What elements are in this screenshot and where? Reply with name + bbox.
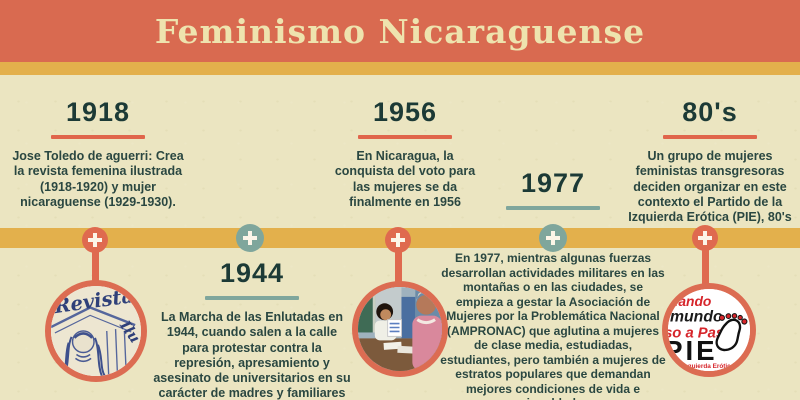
entry-text-1977: En 1977, mientras algunas fuerzas desarr…: [440, 251, 666, 400]
entry-text-block-1977: En 1977, mientras algunas fuerzas desarr…: [439, 251, 667, 400]
entry-year-1944: 1944: [219, 258, 285, 288]
plus-icon: [692, 225, 718, 251]
entry-year-80s: 80's: [682, 97, 738, 127]
year-underline-1956: [358, 135, 452, 139]
pie-logo-line1: biando: [668, 293, 711, 309]
plus-icon: [539, 224, 567, 252]
header-gold-stripe: [0, 62, 800, 75]
entry-text-1944: La Marcha de las Enlutadas en 1944, cuan…: [153, 310, 351, 400]
timeline-marker-1944: [236, 224, 264, 252]
year-underline-1977: [506, 206, 600, 210]
timeline-marker-1918: [82, 227, 108, 253]
pie-logo-illustration: biando mundo so a Paso PIE Izquierda Eró…: [668, 289, 750, 371]
marker-stem-1918: [92, 248, 99, 284]
year-underline-80s: [663, 135, 757, 139]
year-underline-1918: [51, 135, 145, 139]
entry-text-80s: Un grupo de mujeres feministas transgres…: [628, 149, 792, 224]
entry-year-1977: 1977: [520, 168, 586, 198]
revista-cover-illustration: Revista Ilu: [51, 286, 141, 376]
timeline-marker-1977: [539, 224, 567, 252]
year-underline-1944: [205, 296, 299, 300]
timeline-marker-1956: [385, 227, 411, 253]
footprint-icon: [715, 313, 748, 352]
entry-text-1918: Jose Toledo de aguerri: Crea la revista …: [12, 149, 184, 209]
marker-stem-1956: [395, 248, 402, 285]
timeline-marker-80s: [692, 225, 718, 251]
timeline-entry-80s: 80's Un grupo de mujeres feministas tran…: [618, 97, 800, 225]
marker-stem-80s: [702, 248, 709, 287]
timeline-entry-1944: 1944 La Marcha de las Enlutadas en 1944,…: [152, 258, 352, 400]
page-title: Feminismo Nicaraguense: [154, 11, 646, 51]
entry-year-block-1977: 1977: [457, 168, 649, 220]
entry-text-1956: En Nicaragua, la conquista del voto para…: [334, 149, 476, 209]
entry-year-1918: 1918: [65, 97, 131, 127]
photo-revista-femenina-1918: Revista Ilu: [45, 280, 147, 382]
plus-icon: [82, 227, 108, 253]
pie-logo-line2: mundo: [670, 309, 723, 326]
header-banner: Feminismo Nicaraguense: [0, 0, 800, 62]
plus-icon: [236, 224, 264, 252]
pie-logo-footer: Izquierda Erótica: [683, 363, 735, 370]
voting-scene-illustration: [358, 287, 442, 371]
photo-pie-logo-80s: biando mundo so a Paso PIE Izquierda Eró…: [662, 283, 756, 377]
timeline-entry-1956: 1956 En Nicaragua, la conquista del voto…: [326, 97, 484, 210]
pie-logo-acronym: PIE: [668, 335, 718, 366]
entry-year-1956: 1956: [372, 97, 438, 127]
timeline-entry-1918: 1918 Jose Toledo de aguerri: Crea la rev…: [12, 97, 184, 210]
photo-women-voting-1956: [352, 281, 448, 377]
plus-icon: [385, 227, 411, 253]
